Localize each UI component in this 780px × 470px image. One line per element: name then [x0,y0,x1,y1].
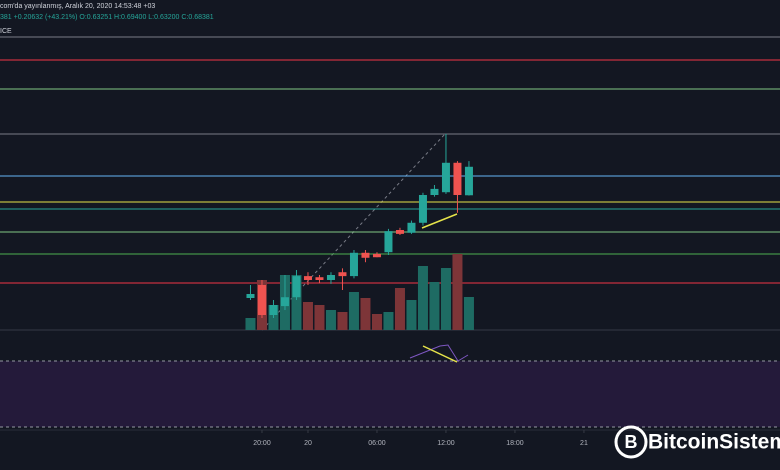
candle-body [257,285,266,315]
candle-body [292,276,301,298]
volume-bar [245,318,256,330]
x-tick-label: 12:00 [437,440,455,447]
volume-bar [383,312,394,330]
indicator-line [409,344,469,362]
published-text: com'da yayınlanmış, Aralık 20, 2020 14:5… [0,3,155,10]
watermark: B BitcoinSistemi [614,425,780,459]
volume-bar [463,297,474,330]
volume-bar [429,282,440,330]
candle-body [441,162,450,193]
candle-body [280,297,289,307]
candle-body [338,272,347,277]
x-tick-label: 06:00 [368,440,386,447]
candle-body [453,162,462,195]
source-text: ICE [0,28,12,35]
candle-body [315,277,324,280]
indicator-pane [0,361,780,427]
logo-icon [614,425,648,459]
candle-body [464,166,473,196]
x-tick-label: 20 [304,440,312,447]
volume-bar [337,312,348,330]
candle-body [349,252,358,277]
candle-body [384,231,393,253]
volume-bar [371,314,382,330]
candle-body [269,305,278,315]
divergence-line [422,345,458,363]
candle-body [395,230,404,234]
candle-body [407,222,416,233]
candle-body [418,195,427,223]
divergence-line [421,213,458,229]
candle-body [326,275,335,280]
volume-bar [302,302,313,330]
volume-bar [394,288,405,330]
watermark-text: BitcoinSistemi [648,431,780,454]
x-tick-label: 18:00 [506,440,524,447]
volume-bar [452,254,463,330]
volume-bar [325,310,336,330]
volume-bar [440,268,451,330]
volume-bar [314,305,325,330]
volume-bar [406,300,417,330]
logo-glyph: B [625,432,638,452]
candle-body [246,294,255,298]
candle-body [430,188,439,195]
volume-bar [417,266,428,330]
quote-text: 381 +0.20632 (+43.21%) O:0.63251 H:0.694… [0,14,214,21]
candle-body [303,276,312,280]
volume-bar [360,298,371,330]
volume-bar [348,292,359,330]
x-tick-label: 21 [580,440,588,447]
plot: 20:00 20 06:00 12:00 18:00 21 [0,36,780,447]
x-tick-label: 20:00 [253,440,271,447]
candle-body [361,252,370,258]
candle-body [372,253,381,258]
volume-bar [291,275,302,330]
